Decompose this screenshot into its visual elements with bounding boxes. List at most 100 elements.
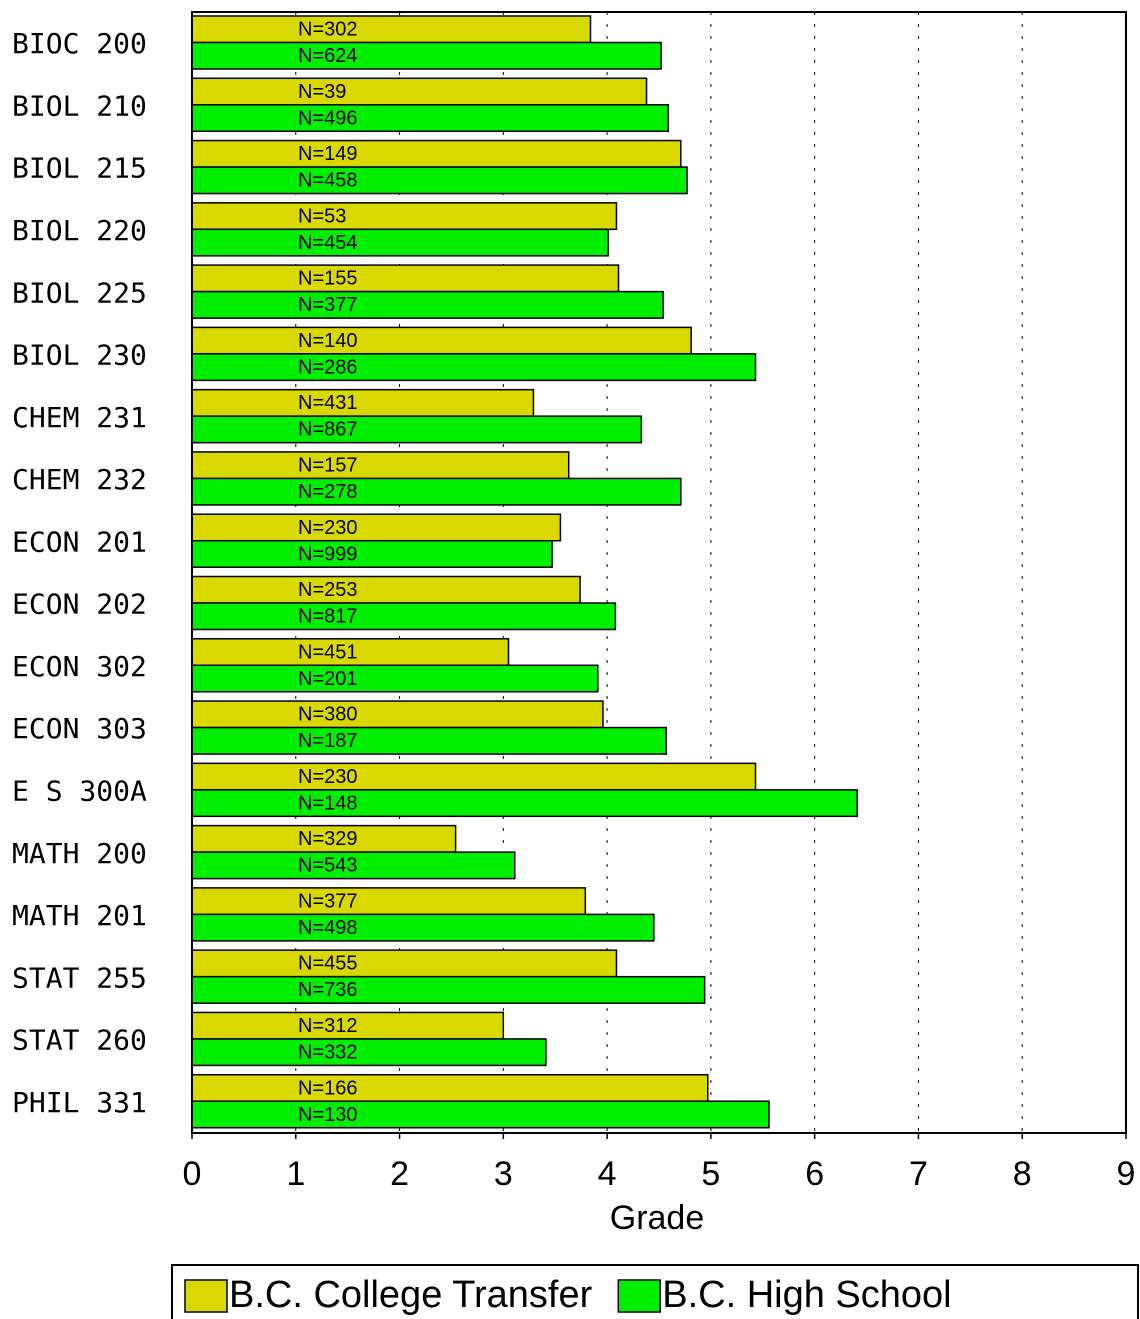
bar	[191, 949, 618, 978]
bar	[191, 77, 648, 106]
bar-label: N=329	[298, 828, 358, 850]
bar-label: N=377	[298, 294, 358, 316]
bar	[191, 1038, 547, 1067]
legend-swatch	[184, 1279, 228, 1313]
bar-label: N=230	[298, 766, 358, 788]
bar	[191, 726, 668, 755]
bar-label: N=302	[298, 19, 358, 41]
x-tick-label: 9	[1117, 1155, 1136, 1193]
y-tick-label: MATH 201	[12, 899, 147, 932]
y-tick-label: BIOL 230	[12, 339, 147, 372]
bar	[191, 451, 570, 480]
y-tick-label: PHIL 331	[12, 1086, 147, 1119]
bar	[191, 664, 599, 693]
bar	[191, 228, 609, 257]
y-tick-label: CHEM 231	[12, 401, 147, 434]
x-tick-label: 8	[1013, 1155, 1032, 1193]
y-tick-label: MATH 200	[12, 837, 147, 870]
bar-label: N=458	[298, 170, 358, 192]
bar-label: N=498	[298, 917, 358, 939]
x-tick-label: 6	[805, 1155, 824, 1193]
bar-label: N=187	[298, 730, 358, 752]
bar-label: N=157	[298, 454, 358, 476]
y-tick-label: BIOL 220	[12, 214, 147, 247]
bar-label: N=166	[298, 1077, 358, 1099]
y-tick-label: STAT 255	[12, 961, 147, 994]
bar	[191, 602, 617, 631]
bar-label: N=230	[298, 517, 358, 539]
bar	[191, 104, 670, 133]
bar-label: N=867	[298, 419, 358, 441]
bar	[191, 513, 562, 542]
bar-label: N=431	[298, 392, 358, 414]
bar	[191, 290, 664, 319]
bar-label: N=312	[298, 1015, 358, 1037]
bar	[191, 41, 662, 70]
x-tick-label: 2	[390, 1155, 409, 1193]
bar-label: N=201	[298, 668, 358, 690]
legend-swatch	[617, 1279, 662, 1313]
x-tick-label: 1	[286, 1155, 305, 1193]
bar-label: N=455	[298, 953, 358, 975]
bar	[191, 975, 706, 1004]
bar-label: N=332	[298, 1041, 358, 1063]
bar-label: N=817	[298, 606, 358, 628]
bar	[191, 202, 618, 231]
legend-box	[171, 1264, 1139, 1319]
bar-label: N=253	[298, 579, 358, 601]
bar-label: N=624	[298, 45, 358, 67]
bar-label: N=286	[298, 356, 358, 378]
y-tick-label: BIOL 210	[12, 89, 147, 122]
bar	[191, 415, 643, 444]
bar	[191, 353, 757, 382]
plot-frame	[191, 11, 1127, 1134]
x-tick-label: 3	[494, 1155, 513, 1193]
bar	[191, 388, 535, 417]
bar-label: N=377	[298, 890, 358, 912]
bar	[191, 166, 688, 195]
x-tick-label: 7	[909, 1155, 928, 1193]
bar	[191, 477, 682, 506]
legend-label: B.C. High School	[662, 1274, 951, 1316]
bar-label: N=148	[298, 792, 358, 814]
y-tick-label: BIOL 215	[12, 152, 147, 185]
y-tick-label: ECON 303	[12, 712, 147, 745]
bar	[191, 539, 553, 568]
bar-label: N=543	[298, 855, 358, 877]
bar-label: N=39	[298, 81, 346, 103]
bar	[191, 789, 858, 818]
bar-label: N=451	[298, 641, 358, 663]
bar-label: N=53	[298, 205, 346, 227]
bar-label: N=140	[298, 330, 358, 352]
bar	[191, 264, 620, 293]
x-tick-label: 4	[598, 1155, 617, 1193]
bar-label: N=454	[298, 232, 358, 254]
bar	[191, 887, 587, 916]
bar-label: N=155	[298, 268, 358, 290]
bar	[191, 638, 510, 667]
bar	[191, 15, 592, 44]
bar	[191, 1100, 770, 1129]
y-tick-label: ECON 201	[12, 525, 147, 558]
bar-label: N=380	[298, 704, 358, 726]
bar	[191, 762, 757, 791]
y-tick-label: BIOL 225	[12, 276, 147, 309]
x-tick-label: 0	[183, 1155, 202, 1193]
bar-label: N=130	[298, 1104, 358, 1126]
bar-label: N=278	[298, 481, 358, 503]
legend-label: B.C. College Transfer	[229, 1274, 593, 1316]
bar-label: N=496	[298, 107, 358, 129]
y-tick-label: CHEM 232	[12, 463, 147, 496]
y-tick-label: STAT 260	[12, 1024, 147, 1057]
bar-label: N=149	[298, 143, 358, 165]
x-axis-title: Grade	[610, 1199, 705, 1237]
bar	[191, 700, 604, 729]
bar-label: N=999	[298, 543, 358, 565]
bar	[191, 326, 692, 355]
bar	[191, 913, 655, 942]
y-tick-label: ECON 302	[12, 650, 147, 683]
bar	[191, 575, 581, 604]
bar	[191, 1073, 709, 1102]
